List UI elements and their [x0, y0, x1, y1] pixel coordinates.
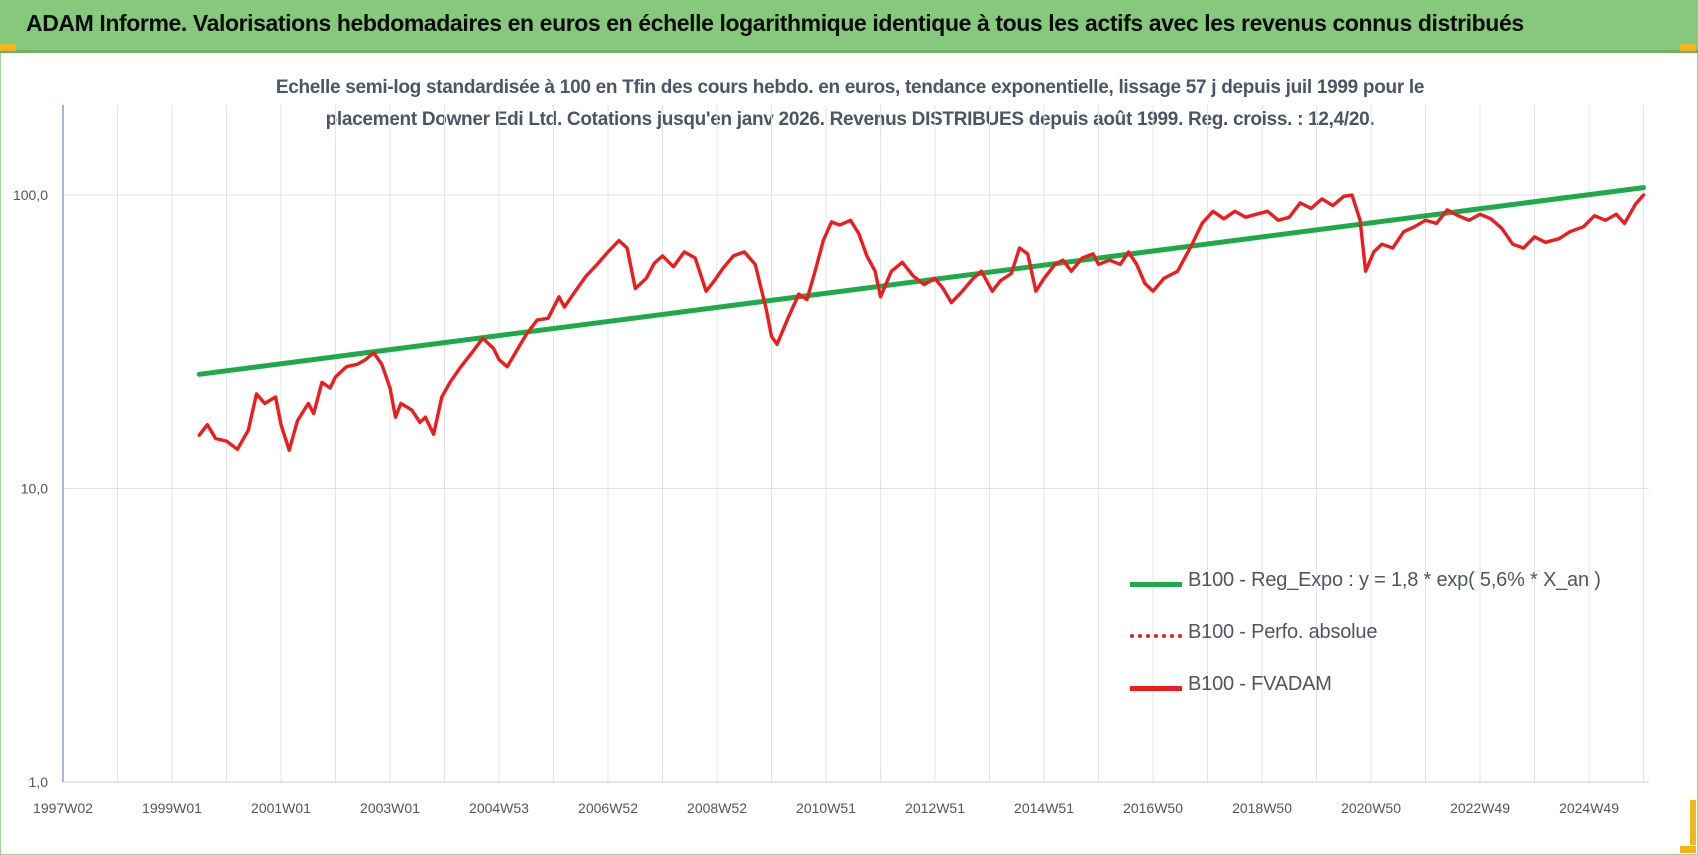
tick-label-layer: 1,0 10,0 100,0 1997W02 1999W01 2001W01 2003W01…	[13, 187, 1619, 816]
x-tick-label: 2003W01	[360, 800, 420, 816]
axis-layer	[62, 105, 1649, 783]
y-tick-label: 10,0	[21, 481, 48, 497]
legend-swatch-perfo-absolue	[1130, 634, 1182, 638]
x-tick-label: 2020W50	[1341, 800, 1401, 816]
x-tick-label: 2024W49	[1559, 800, 1619, 816]
x-tick-label: 1999W01	[142, 800, 202, 816]
x-tick-label: 2004W53	[469, 800, 529, 816]
x-tick-label: 2006W52	[578, 800, 638, 816]
chart-title-line-2: placement Downer Edi Ltd. Cotations jusq…	[325, 109, 1375, 130]
x-tick-label: 2022W49	[1450, 800, 1510, 816]
resize-handle-right-mid[interactable]	[1690, 800, 1696, 845]
x-tick-label: 2016W50	[1123, 800, 1183, 816]
chart-title-line-1: Echelle semi-log standardisée à 100 en T…	[275, 77, 1425, 98]
legend-item-fvadam: B100 - FVADAM	[1130, 669, 1630, 721]
legend-label-perfo-absolue: B100 - Perfo. absolue	[1188, 621, 1378, 643]
banner-title: ADAM Informe. Valorisations hebdomadaire…	[26, 10, 1524, 36]
legend-label-regression: B100 - Reg_Expo : y = 1,8 * exp( 5,6% * …	[1188, 569, 1601, 591]
x-tick-label: 2014W51	[1014, 800, 1074, 816]
series-layer	[196, 185, 1646, 452]
x-tick-label: 2001W01	[251, 800, 311, 816]
legend-swatch-fvadam	[1130, 686, 1182, 691]
x-tick-label: 2018W50	[1232, 800, 1292, 816]
legend-item-perfo-absolue: B100 - Perfo. absolue	[1130, 617, 1630, 669]
legend-swatch-regression	[1130, 582, 1182, 587]
legend-item-regression: B100 - Reg_Expo : y = 1,8 * exp( 5,6% * …	[1130, 565, 1630, 617]
header-banner: ADAM Informe. Valorisations hebdomadaire…	[0, 0, 1698, 53]
resize-handle-bottom-right[interactable]	[1680, 846, 1696, 853]
y-tick-label: 1,0	[29, 774, 49, 790]
legend-label-fvadam: B100 - FVADAM	[1188, 673, 1332, 695]
x-tick-label: 2008W52	[687, 800, 747, 816]
series-fvadam-line	[197, 193, 1646, 452]
x-tick-label: 1997W02	[33, 800, 93, 816]
resize-handle-top-left[interactable]	[0, 44, 16, 51]
y-tick-label: 100,0	[13, 187, 48, 203]
x-tick-label: 2010W51	[796, 800, 856, 816]
resize-handle-top-right[interactable]	[1680, 44, 1696, 51]
x-tick-label: 2012W51	[905, 800, 965, 816]
chart-title: Echelle semi-log standardisée à 100 en T…	[200, 72, 1500, 136]
chart-legend: B100 - Reg_Expo : y = 1,8 * exp( 5,6% * …	[1130, 565, 1630, 721]
